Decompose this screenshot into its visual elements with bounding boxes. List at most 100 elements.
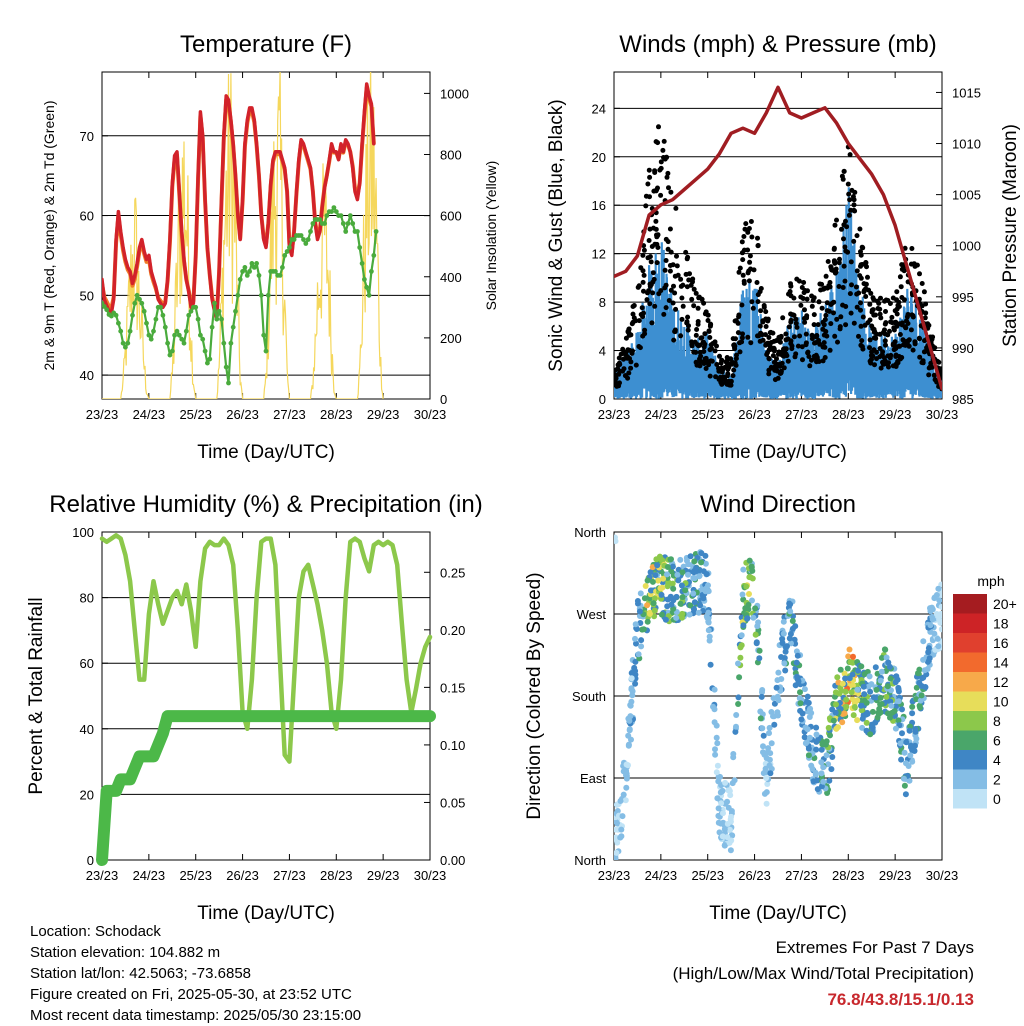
plot-frame-2 bbox=[101, 531, 431, 861]
direction-point bbox=[847, 659, 854, 666]
direction-point bbox=[935, 643, 942, 650]
direction-point bbox=[917, 704, 923, 711]
direction-point bbox=[691, 606, 697, 613]
direction-point bbox=[804, 693, 811, 700]
direction-point bbox=[686, 611, 693, 618]
direction-point bbox=[877, 694, 884, 701]
gust-point bbox=[660, 147, 666, 153]
gust-point bbox=[845, 181, 851, 187]
y-tick-label-0-1: 50 bbox=[80, 288, 94, 303]
gust-point bbox=[828, 264, 834, 270]
gust-point bbox=[733, 356, 739, 361]
direction-point bbox=[786, 635, 793, 642]
gust-point bbox=[847, 197, 853, 203]
direction-point bbox=[872, 719, 879, 726]
x-tick-label-3-7: 30/23 bbox=[926, 868, 959, 883]
gust-point bbox=[647, 174, 653, 180]
direction-point bbox=[935, 585, 942, 592]
direction-point bbox=[827, 732, 833, 739]
direction-point bbox=[628, 686, 635, 693]
direction-point bbox=[717, 789, 724, 796]
gust-point bbox=[836, 284, 842, 289]
gust-point bbox=[772, 360, 778, 365]
y-tick-label-2-3: 60 bbox=[80, 656, 94, 671]
gust-point bbox=[899, 355, 905, 360]
gust-point bbox=[832, 222, 838, 228]
chart-title-1: Winds (mph) & Pressure (mb) bbox=[619, 31, 936, 58]
direction-point bbox=[614, 839, 621, 846]
direction-point bbox=[841, 710, 848, 717]
gust-point bbox=[656, 124, 661, 130]
gust-point bbox=[757, 323, 763, 329]
x-tick-label-2-2: 25/23 bbox=[179, 868, 212, 883]
gust-point bbox=[798, 302, 804, 308]
gust-point bbox=[873, 335, 879, 341]
gust-point bbox=[716, 365, 721, 371]
gust-point bbox=[825, 259, 831, 264]
gust-point bbox=[854, 233, 860, 239]
gust-point bbox=[745, 334, 751, 340]
gust-point bbox=[671, 337, 677, 343]
direction-point bbox=[644, 618, 651, 625]
gust-point bbox=[644, 297, 650, 303]
direction-point bbox=[703, 571, 710, 578]
direction-point bbox=[920, 656, 927, 663]
gust-point bbox=[689, 343, 695, 349]
y2-tick-label-2-5: 0.25 bbox=[440, 565, 465, 580]
dewpoint-point bbox=[388, 0, 393, 2]
direction-point bbox=[744, 615, 751, 622]
dewpoint-point bbox=[409, 0, 414, 2]
plot-frame-1 bbox=[613, 71, 943, 400]
direction-point bbox=[854, 686, 861, 693]
gust-point bbox=[800, 357, 805, 363]
gust-point bbox=[921, 349, 927, 355]
gust-point bbox=[708, 342, 714, 348]
gust-point bbox=[614, 367, 618, 373]
direction-point bbox=[679, 569, 686, 576]
gust-point bbox=[805, 288, 810, 294]
gust-point bbox=[670, 300, 676, 306]
direction-point bbox=[705, 627, 712, 634]
gust-point bbox=[693, 359, 699, 365]
gust-point bbox=[766, 340, 772, 346]
gust-point bbox=[793, 320, 799, 326]
direction-point bbox=[866, 673, 873, 680]
gust-point bbox=[874, 349, 879, 355]
gust-point bbox=[717, 374, 723, 380]
gust-point bbox=[843, 322, 849, 328]
gust-point bbox=[835, 339, 840, 345]
gust-point bbox=[777, 334, 783, 340]
direction-point bbox=[713, 769, 720, 776]
gust-point bbox=[805, 350, 811, 356]
extremes-values: 76.8/43.8/15.1/0.13 bbox=[827, 990, 974, 1009]
gust-point bbox=[636, 344, 642, 349]
gust-point bbox=[877, 354, 883, 360]
gust-point bbox=[925, 321, 931, 327]
direction-point bbox=[804, 726, 811, 733]
gust-point bbox=[882, 298, 888, 304]
gust-point bbox=[850, 194, 856, 200]
pressure-line bbox=[614, 85, 942, 391]
gust-point bbox=[687, 271, 692, 277]
gust-point bbox=[890, 363, 896, 369]
direction-point bbox=[679, 614, 685, 621]
direction-point bbox=[903, 739, 910, 746]
direction-point bbox=[909, 758, 916, 765]
gust-point bbox=[654, 241, 660, 247]
dewpoint-point bbox=[395, 0, 400, 2]
x-tick-label-2-7: 30/23 bbox=[414, 868, 447, 883]
direction-point bbox=[625, 715, 632, 722]
direction-point bbox=[623, 770, 630, 777]
y2-tick-label-1-1: 990 bbox=[952, 341, 974, 356]
gust-point bbox=[904, 318, 909, 324]
gust-point bbox=[667, 226, 673, 232]
direction-point bbox=[819, 741, 826, 748]
gust-point bbox=[614, 375, 618, 381]
direction-point bbox=[637, 590, 644, 597]
gust-point bbox=[616, 371, 622, 377]
gust-point bbox=[897, 274, 903, 280]
direction-point bbox=[760, 749, 766, 756]
y2-tick-label-2-1: 0.05 bbox=[440, 795, 465, 810]
gust-point bbox=[801, 280, 807, 285]
direction-point bbox=[797, 700, 804, 707]
